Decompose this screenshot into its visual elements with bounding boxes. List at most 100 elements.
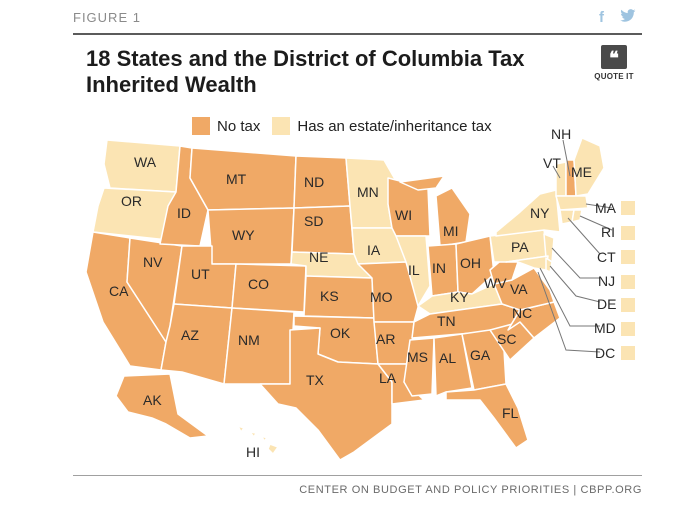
- state-mi: [435, 187, 471, 247]
- state-co: [231, 263, 307, 313]
- state-de: [545, 257, 553, 273]
- label-dc: DC: [595, 345, 615, 361]
- label-az: AZ: [181, 327, 199, 343]
- label-ms: MS: [407, 349, 428, 365]
- label-va: VA: [510, 281, 528, 297]
- state-fl: [445, 383, 529, 449]
- leader-de: [549, 265, 601, 303]
- quote-it-button[interactable]: ❝ QUOTE IT: [592, 45, 636, 81]
- state-ms: [403, 337, 435, 397]
- label-wv: WV: [484, 275, 507, 291]
- label-id: ID: [177, 205, 191, 221]
- state-or: [92, 187, 177, 241]
- label-nj: NJ: [598, 273, 615, 289]
- label-ne: NE: [309, 249, 328, 265]
- label-tx: TX: [306, 372, 325, 388]
- leader-ma: [585, 203, 613, 209]
- label-me: ME: [571, 164, 592, 180]
- label-nh: NH: [551, 126, 571, 142]
- label-al: AL: [439, 350, 456, 366]
- top-rule: [73, 33, 642, 35]
- label-wa: WA: [134, 154, 157, 170]
- label-ks: KS: [320, 288, 339, 304]
- label-il: IL: [408, 262, 420, 278]
- state-hi-3: [261, 435, 268, 442]
- state-ny: [495, 189, 561, 237]
- state-hi-1: [237, 425, 245, 433]
- state-tx: [259, 327, 393, 461]
- legend-item-no-tax: No tax: [192, 117, 260, 135]
- state-il: [395, 235, 431, 307]
- quote-icon: ❝: [601, 45, 627, 69]
- legend-label-has-tax: Has an estate/inheritance tax: [297, 117, 492, 135]
- source-credit: CENTER ON BUDGET AND POLICY PRIORITIES |…: [299, 484, 642, 496]
- label-mt: MT: [226, 171, 247, 187]
- label-in: IN: [432, 260, 446, 276]
- figure-label: FIGURE 1: [73, 10, 141, 25]
- swatch-ma: [621, 201, 635, 215]
- leader-nh: [562, 139, 571, 177]
- label-fl: FL: [502, 405, 519, 421]
- label-tn: TN: [437, 313, 456, 329]
- leader-md: [539, 267, 600, 327]
- label-nv: NV: [143, 254, 163, 270]
- label-ut: UT: [191, 266, 210, 282]
- facebook-icon[interactable]: f: [599, 9, 604, 26]
- quote-it-label: QUOTE IT: [594, 72, 634, 81]
- label-ok: OK: [330, 325, 351, 341]
- label-ia: IA: [367, 242, 381, 258]
- bottom-rule: [73, 475, 642, 476]
- label-ga: GA: [470, 347, 491, 363]
- label-nd: ND: [304, 174, 324, 190]
- label-wi: WI: [395, 207, 412, 223]
- legend-swatch-has-tax: [272, 117, 291, 135]
- label-ct: CT: [597, 249, 616, 265]
- state-mi-up: [399, 175, 445, 191]
- legend-label-no-tax: No tax: [217, 117, 261, 135]
- swatch-ri: [621, 226, 635, 240]
- label-sd: SD: [304, 213, 323, 229]
- swatch-de: [621, 298, 635, 312]
- leader-nj: [551, 247, 600, 279]
- label-nc: NC: [512, 305, 532, 321]
- state-al: [433, 333, 473, 397]
- label-nm: NM: [238, 332, 260, 348]
- state-ak: [115, 373, 209, 439]
- state-ma: [555, 195, 589, 211]
- leader-ri: [579, 215, 613, 231]
- state-ri: [571, 209, 583, 223]
- swatch-ct: [621, 250, 635, 264]
- label-la: LA: [379, 370, 397, 386]
- state-hi-2: [249, 431, 257, 438]
- label-ma: MA: [595, 200, 617, 216]
- label-ny: NY: [530, 205, 550, 221]
- label-mo: MO: [370, 289, 393, 305]
- label-or: OR: [121, 193, 142, 209]
- state-ga: [461, 329, 507, 391]
- label-pa: PA: [511, 239, 529, 255]
- leader-ct: [567, 217, 601, 255]
- label-ri: RI: [601, 224, 615, 240]
- state-ks: [303, 275, 375, 319]
- label-ar: AR: [376, 331, 395, 347]
- legend-item-has-tax: Has an estate/inheritance tax: [272, 117, 492, 135]
- leader-vt: [552, 165, 561, 179]
- label-mi: MI: [443, 223, 459, 239]
- label-md: MD: [594, 320, 616, 336]
- label-mn: MN: [357, 184, 379, 200]
- label-sc: SC: [497, 331, 516, 347]
- legend-swatch-no-tax: [192, 117, 210, 135]
- state-oh: [455, 235, 495, 295]
- label-ak: AK: [143, 392, 162, 408]
- label-vt: VT: [543, 155, 561, 171]
- swatch-md: [621, 322, 635, 336]
- state-hi-4: [267, 443, 279, 455]
- state-va: [493, 267, 555, 311]
- twitter-icon[interactable]: [620, 9, 636, 27]
- label-hi: HI: [246, 444, 260, 460]
- chart-title: 18 States and the District of Columbia T…: [86, 46, 525, 97]
- swatch-dc: [621, 346, 635, 360]
- leader-dc: [537, 271, 601, 353]
- label-de: DE: [597, 296, 616, 312]
